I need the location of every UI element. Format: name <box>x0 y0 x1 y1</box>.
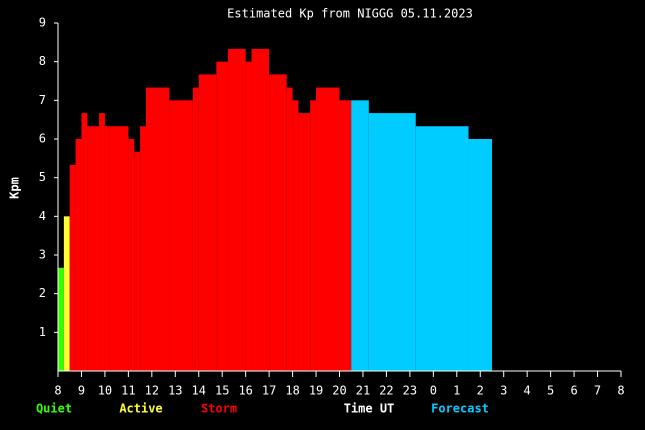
x-tick-label: 15 <box>215 384 229 398</box>
x-tick-label: 8 <box>617 384 624 398</box>
bar <box>63 216 70 371</box>
bar <box>81 113 88 372</box>
x-tick-label: 21 <box>356 384 370 398</box>
x-tick-label: 16 <box>238 384 252 398</box>
x-tick-label: 0 <box>430 384 437 398</box>
y-tick-label: 4 <box>39 209 46 223</box>
x-tick-label: 1 <box>453 384 460 398</box>
chart-title: Estimated Kp from NIGGG 05.11.2023 <box>227 7 473 21</box>
bar <box>351 100 369 371</box>
bar <box>145 87 170 371</box>
legend-label: Storm <box>201 402 237 416</box>
x-tick-label: 18 <box>285 384 299 398</box>
y-tick-label: 1 <box>39 325 46 339</box>
bar <box>69 164 76 371</box>
y-tick-label: 7 <box>39 93 46 107</box>
bar <box>75 139 82 371</box>
x-tick-label: 5 <box>547 384 554 398</box>
bar <box>339 100 352 371</box>
bar <box>251 48 270 371</box>
bar <box>87 126 100 372</box>
x-tick-label: 22 <box>379 384 393 398</box>
x-tick-label: 23 <box>403 384 417 398</box>
bar <box>316 87 340 371</box>
y-tick-label: 5 <box>39 170 46 184</box>
bar <box>192 87 199 371</box>
bar <box>99 113 105 372</box>
bar <box>468 139 492 371</box>
legend-label: Active <box>119 402 162 416</box>
y-tick-label: 9 <box>39 16 46 30</box>
bar <box>245 61 252 372</box>
x-tick-label: 4 <box>524 384 531 398</box>
x-tick-label: 10 <box>98 384 112 398</box>
bar <box>269 74 287 371</box>
x-tick-label: 12 <box>145 384 159 398</box>
x-tick-label: 8 <box>54 384 61 398</box>
bar <box>368 113 416 372</box>
y-tick-label: 3 <box>39 248 46 262</box>
y-tick-label: 8 <box>39 54 46 68</box>
legend-label: Quiet <box>36 402 72 416</box>
bar <box>216 61 229 372</box>
x-tick-label: 2 <box>477 384 484 398</box>
x-tick-label: 20 <box>332 384 346 398</box>
x-axis-label: Time UT <box>344 402 395 416</box>
x-tick-label: 14 <box>192 384 206 398</box>
bar <box>228 48 246 371</box>
x-tick-label: 19 <box>309 384 323 398</box>
x-tick-label: 3 <box>500 384 507 398</box>
bar <box>292 100 299 371</box>
bar <box>104 126 129 372</box>
bar <box>286 87 293 371</box>
y-tick-label: 6 <box>39 132 46 146</box>
y-tick-label: 2 <box>39 286 46 300</box>
bar <box>128 139 135 371</box>
bar <box>198 74 217 371</box>
bar <box>310 100 317 371</box>
x-tick-label: 9 <box>78 384 85 398</box>
x-tick-label: 6 <box>570 384 577 398</box>
x-tick-label: 13 <box>168 384 182 398</box>
bar <box>58 267 64 371</box>
x-tick-label: 7 <box>594 384 601 398</box>
legend-label: Forecast <box>431 402 489 416</box>
x-tick-label: 17 <box>262 384 276 398</box>
bar <box>169 100 193 371</box>
x-tick-label: 11 <box>121 384 135 398</box>
bar <box>415 126 469 372</box>
bar <box>140 126 146 372</box>
y-axis-label: Kpm <box>8 177 22 199</box>
bar <box>298 113 311 372</box>
bar <box>134 151 141 371</box>
